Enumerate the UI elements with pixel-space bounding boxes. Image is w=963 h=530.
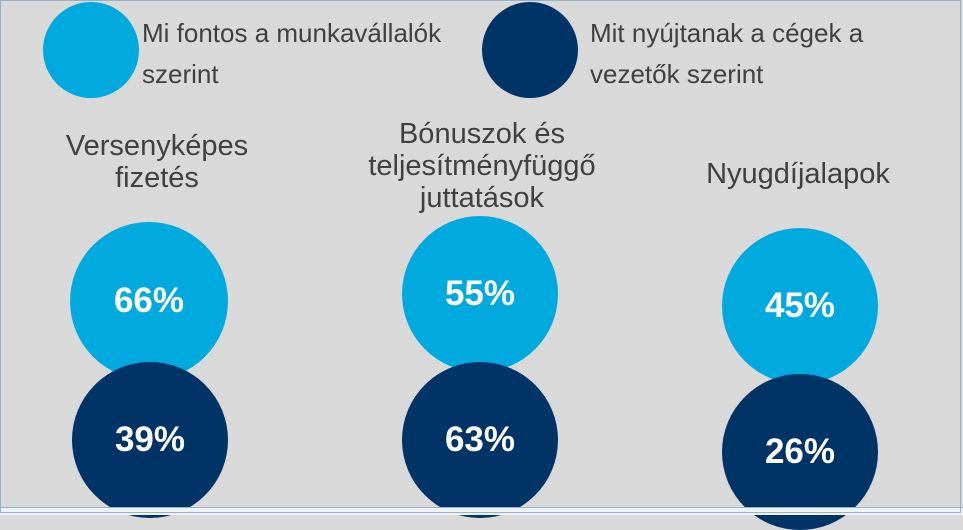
category-title-bonus-line1: Bónuszok és [398,118,566,150]
bubble-salary-employees: 66% [70,222,228,380]
bubble-bonus-employees: 55% [402,216,558,372]
legend-swatch-employees [43,2,139,98]
category-title-salary: Versenyképes fizetés [37,130,277,194]
category-title-bonus-line3: juttatások [419,182,545,214]
category-title-salary-line2: fizetés [115,162,199,194]
bubble-pension-employees: 45% [722,228,878,384]
legend-label-companies-line1: Mit nyújtanak a cégek a [590,18,864,48]
bubble-pension-companies: 26% [722,374,878,530]
category-title-salary-line1: Versenyképes [65,130,249,162]
legend-swatch-companies [482,2,578,98]
category-title-bonus-line2: teljesítményfüggő [368,150,596,182]
legend-label-employees-line2: szerint [142,59,219,89]
category-title-pension-line1: Nyugdíjalapok [706,158,890,190]
bubble-salary-companies: 39% [72,362,228,518]
bottom-strip [0,507,963,515]
category-title-pension: Nyugdíjalapok [681,158,915,190]
category-title-bonus: Bónuszok és teljesítményfüggő juttatások [351,118,613,214]
legend-label-employees-line1: Mi fontos a munkavállalók [142,18,442,48]
bubble-bonus-companies: 63% [402,362,558,518]
legend-label-companies-line2: vezetők szerint [590,59,764,89]
